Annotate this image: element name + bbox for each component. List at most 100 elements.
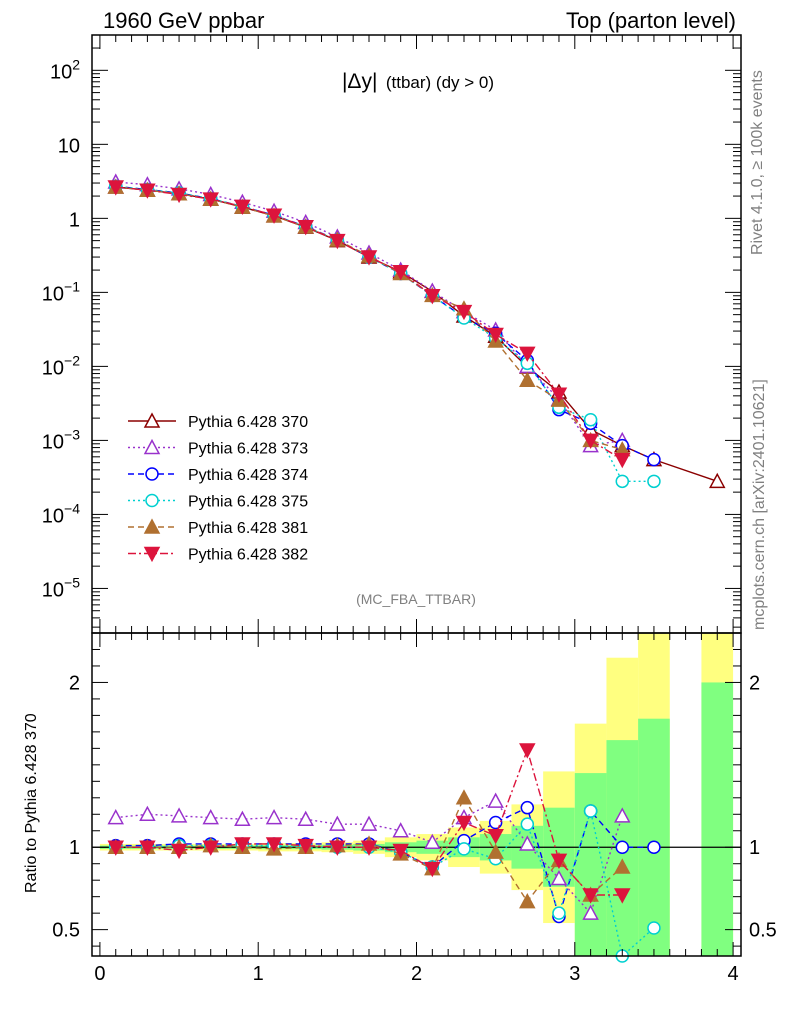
ratio-y-tick-label-right-2: 2 — [749, 672, 760, 694]
top-point-s382-10 — [424, 289, 441, 305]
ratio-point-s373-2 — [170, 807, 188, 823]
legend-label-s381: Pythia 6.428 381 — [188, 520, 308, 537]
top-point-s375-16 — [615, 474, 630, 489]
legend-label-s375: Pythia 6.428 375 — [188, 494, 308, 511]
legend-label-s382: Pythia 6.428 382 — [188, 547, 308, 564]
ratio-point-s373-10 — [424, 833, 441, 850]
x-tick-label-4: 4 — [728, 963, 739, 985]
ratio-point-s381-13 — [519, 893, 536, 909]
top-point-s382-16 — [614, 452, 631, 469]
ratio-point-s382-3 — [202, 840, 219, 856]
legend-marker-s374 — [145, 467, 159, 481]
header-right: Top (parton level) — [566, 8, 736, 33]
ratio-y-tick-label-left-2: 2 — [69, 672, 80, 694]
ratio-point-s382-8 — [360, 840, 378, 856]
top-point-s382-9 — [392, 264, 409, 281]
top-point-s382-8 — [360, 250, 378, 266]
x-tick-label-0: 0 — [94, 963, 105, 985]
ratio-point-s382-10 — [424, 861, 441, 878]
ratio-point-s375-15 — [583, 804, 598, 818]
main-title-qualifier: (ttbar) (dy > 0) — [386, 73, 494, 92]
ratio-point-s373-13 — [519, 835, 536, 851]
top-point-s382-1 — [139, 183, 156, 199]
ratio-series-layer — [107, 743, 661, 963]
ratio-uncertainty-bands — [92, 633, 741, 956]
ratio-y-tick-label-right-1: 1 — [749, 837, 760, 859]
ratio-point-s373-5 — [265, 808, 283, 825]
legend-marker-s370 — [143, 412, 161, 428]
ratio-point-s381-16 — [614, 858, 631, 874]
top-series-layer — [107, 173, 726, 489]
ratio-point-s373-15 — [582, 904, 599, 920]
ratio-point-s373-0 — [107, 808, 124, 825]
ratio-point-s382-15 — [582, 888, 599, 904]
ratio-point-s382-2 — [170, 843, 188, 860]
top-y-tick-label-0: 102 — [50, 56, 80, 83]
legend-marker-s375 — [145, 493, 159, 508]
ratio-point-s375-17 — [647, 921, 661, 935]
legend-marker-s382 — [143, 546, 161, 563]
ratio-point-s373-12 — [487, 792, 504, 808]
top-point-s382-11 — [455, 304, 473, 321]
ratio-point-s382-16 — [614, 888, 631, 904]
top-point-s382-13 — [519, 346, 536, 362]
top-point-s382-5 — [265, 208, 283, 224]
ratio-point-s374-12 — [488, 815, 503, 830]
ratio-point-s373-1 — [139, 805, 156, 822]
ratio-point-s373-3 — [202, 808, 219, 825]
ratio-point-s375-13 — [520, 817, 535, 831]
legend: Pythia 6.428 370 Pythia 6.428 373 Pythia 6… — [128, 412, 308, 564]
ratio-point-s373-4 — [234, 810, 251, 826]
ratio-y-tick-label-left-1: 1 — [69, 837, 80, 859]
top-point-s382-14 — [550, 387, 568, 403]
ratio-line-s374 — [115, 806, 654, 919]
ratio-point-s374-13 — [520, 800, 535, 815]
top-line-s370 — [115, 186, 718, 482]
axes-layer: 0 1 2 3 4 102 10 1 10−1 10−2 10−3 10−4 10−5 0.5 0.5 1 1 2… — [42, 34, 777, 985]
ratio-point-s373-8 — [360, 815, 378, 831]
legend-marker-s373 — [143, 438, 161, 455]
legend-label-s374: Pythia 6.428 374 — [188, 467, 308, 484]
ratio-point-s382-14 — [550, 853, 568, 870]
top-y-tick-label-7: 10−5 — [42, 574, 80, 601]
ratio-ylabel: Ratio to Pythia 6.428 370 — [23, 713, 40, 893]
ratio-point-s373-9 — [392, 822, 409, 838]
top-line-s373 — [115, 181, 623, 447]
top-point-s382-12 — [487, 327, 504, 344]
top-frame — [91, 34, 742, 634]
x-tick-label-2: 2 — [411, 963, 422, 985]
ratio-point-s375-11 — [457, 842, 471, 856]
ratio-point-s382-7 — [329, 840, 346, 856]
x-tick-label-1: 1 — [253, 963, 264, 985]
top-y-tick-label-5: 10−3 — [42, 426, 80, 453]
ratio-point-s382-1 — [139, 840, 156, 856]
top-point-s382-4 — [234, 199, 251, 215]
ratio-point-s382-11 — [455, 815, 473, 832]
legend-marker-s381 — [143, 518, 161, 534]
ratio-point-s382-4 — [234, 837, 251, 853]
top-point-s374-17 — [647, 452, 661, 467]
top-line-s381 — [115, 186, 623, 451]
ratio-point-s374-17 — [647, 840, 661, 854]
ratio-point-s373-16 — [614, 807, 631, 823]
mcplots-credit-text: mcplots.cern.ch [arXiv:2401.10621] — [751, 379, 768, 630]
top-line-s382 — [115, 186, 623, 461]
legend-label-s373: Pythia 6.428 373 — [188, 441, 308, 458]
ratio-point-s381-12 — [487, 843, 504, 859]
top-point-s382-3 — [202, 192, 219, 208]
ratio-band-green-18 — [701, 682, 734, 956]
ratio-line-s382 — [115, 747, 623, 896]
top-point-s382-7 — [329, 233, 346, 250]
ratio-band-green-15 — [574, 773, 607, 956]
ratio-y-tick-label-left-0: 0.5 — [52, 920, 80, 942]
top-point-s382-2 — [170, 187, 188, 204]
ratio-point-s375-14 — [552, 906, 566, 920]
ratio-point-s382-5 — [265, 837, 283, 853]
ratio-point-s381-11 — [455, 789, 473, 805]
top-y-tick-label-3: 10−1 — [42, 278, 80, 305]
ratio-point-s382-9 — [392, 843, 409, 860]
ratio-point-s382-12 — [487, 828, 504, 845]
top-line-s375 — [115, 185, 654, 482]
ratio-point-s373-14 — [550, 869, 568, 886]
